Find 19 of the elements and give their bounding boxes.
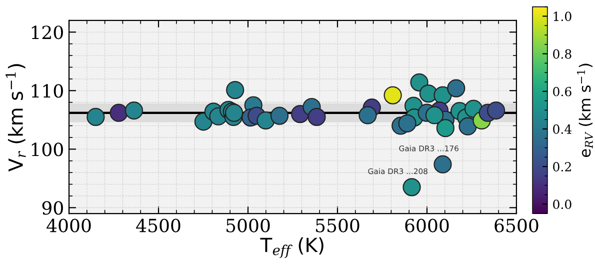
x-tick-label: 6000 (405, 218, 449, 232)
y-tick-label: 110 (32, 84, 63, 98)
x-tick-label: 5500 (316, 218, 360, 232)
color-bar-label: 0.6 (553, 86, 572, 96)
y-axis-title: V$_{r}$ (km s$^{−1}$) (6, 64, 26, 172)
y-tick-label: 100 (32, 142, 63, 156)
x-tick-label: 4000 (46, 218, 91, 232)
y-tick-label: 90 (42, 201, 63, 215)
color-bar-label: 0.0 (553, 200, 572, 210)
y-tick-label: 120 (32, 26, 63, 40)
color-bar-label: 0.2 (553, 162, 571, 172)
x-tick-label: 5000 (226, 218, 270, 232)
x-axis-title: T$_{eff}$ (K) (260, 237, 324, 258)
color-bar-title: e$_{RV}$ (km s$^{−1}$) (576, 64, 593, 157)
color-bar-label: 1.0 (554, 12, 572, 22)
x-tick-label: 4500 (136, 218, 180, 232)
color-bar-label: 0.4 (553, 124, 572, 134)
color-bar-label: 0.8 (553, 49, 572, 59)
x-tick-label: 6500 (494, 218, 538, 232)
